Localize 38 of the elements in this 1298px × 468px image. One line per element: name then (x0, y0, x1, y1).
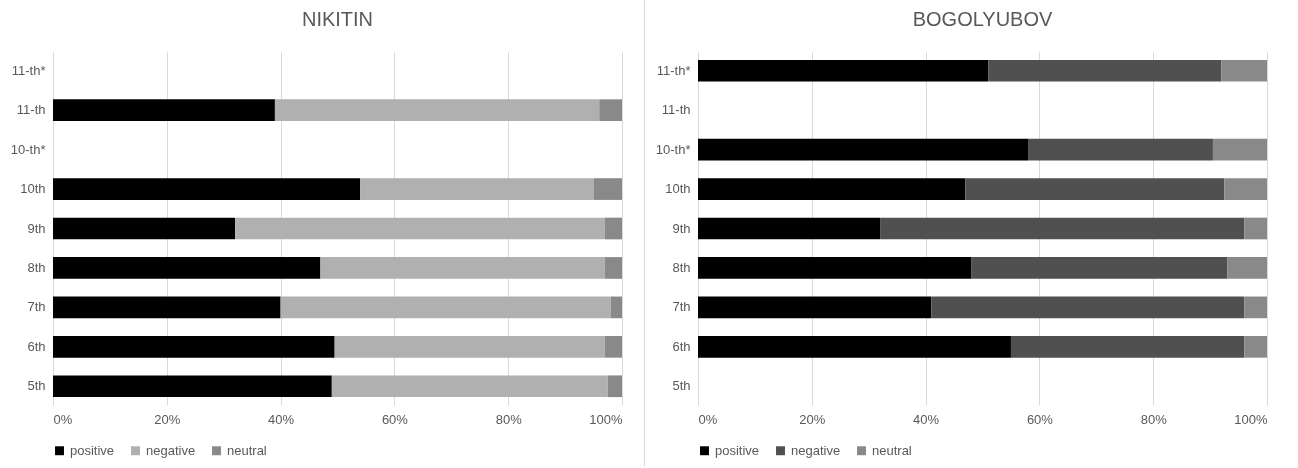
y-tick-label: 6th (27, 338, 46, 354)
y-tick-label: 11-th* (656, 62, 691, 78)
x-tick-label: 20% (154, 411, 181, 427)
x-tick-label: 40% (912, 411, 940, 427)
y-tick-label: 5th (672, 378, 691, 394)
legend-label: positive (714, 442, 759, 458)
y-tick-label: 10th (664, 181, 691, 197)
y-tick-label: 7th (27, 299, 46, 315)
legend-label: negative (790, 442, 840, 458)
y-tick-label: 9th (672, 220, 691, 236)
y-tick-label: 5th (27, 378, 46, 394)
y-tick-label: 8th (27, 259, 46, 275)
legend-label: neutral (871, 442, 912, 458)
y-tick-label: 9th (27, 220, 46, 236)
y-tick-label: 10-th* (10, 141, 46, 157)
x-tick-label: 0% (53, 411, 73, 427)
legend-label: positive (70, 442, 115, 458)
legend-label: neutral (227, 442, 267, 458)
x-tick-label: 60% (381, 411, 409, 427)
y-tick-label: 10th (20, 181, 46, 197)
x-tick-label: 80% (1140, 411, 1167, 427)
x-tick-label: 0% (698, 411, 718, 427)
y-tick-label: 11-th* (11, 62, 46, 78)
chart-title: NIKITIN (301, 8, 374, 30)
x-tick-label: 100% (589, 411, 623, 427)
chart-title: BOGOLYUBOV (912, 8, 1053, 30)
y-tick-label: 10-th* (655, 141, 691, 157)
x-tick-label: 80% (495, 411, 523, 427)
y-tick-label: 7th (672, 299, 691, 315)
x-tick-label: 40% (268, 411, 295, 427)
x-tick-label: 20% (799, 411, 826, 427)
legend-label: negative (146, 442, 196, 458)
x-tick-label: 60% (1026, 411, 1054, 427)
y-tick-label: 8th (672, 259, 691, 275)
y-tick-label: 11-th (16, 102, 46, 118)
y-tick-label: 11-th (661, 102, 691, 118)
x-tick-label: 100% (1234, 411, 1268, 427)
y-tick-label: 6th (672, 338, 691, 354)
